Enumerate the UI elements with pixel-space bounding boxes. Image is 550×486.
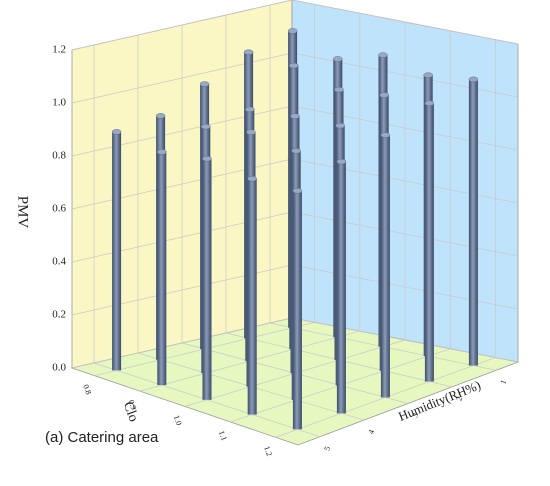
bar-cap <box>201 123 211 130</box>
bar-cap <box>424 100 435 107</box>
z-tick-label: 1.2 <box>52 44 66 56</box>
bar-cap <box>335 122 345 129</box>
bar <box>380 135 390 398</box>
z-tick-label: 0.2 <box>52 309 66 321</box>
bar-cap <box>287 28 298 34</box>
bar-cap <box>290 113 300 119</box>
bar-cap <box>199 81 210 87</box>
bar-cap <box>111 129 122 135</box>
bar <box>112 131 122 371</box>
bar <box>336 161 346 414</box>
bar <box>292 190 302 430</box>
z-tick-label: 1.0 <box>52 97 66 109</box>
bar <box>157 151 167 386</box>
bar-cap <box>379 92 389 98</box>
y-tick-label: 1 <box>498 379 508 386</box>
z-axis-label: PMV <box>15 196 31 229</box>
grid-line <box>93 362 321 438</box>
bar <box>202 158 212 400</box>
y-tick-label: 3 <box>410 412 420 419</box>
z-tick-label: 0.8 <box>52 150 66 162</box>
bar-cap <box>155 113 166 119</box>
bar <box>247 178 257 415</box>
bar-cap <box>334 86 344 93</box>
bar-cap <box>380 132 391 138</box>
bar-cap <box>423 72 433 78</box>
bar-cap <box>289 62 299 69</box>
y-tick-label: 2 <box>454 395 464 402</box>
bar-cap <box>292 188 303 194</box>
bar <box>424 103 434 382</box>
x-tick-label: 1.0 <box>172 414 184 426</box>
bar-cap <box>243 49 254 55</box>
bar-cap <box>245 106 255 113</box>
marks <box>111 28 479 430</box>
y-tick-label: 4 <box>366 428 376 435</box>
x-tick-label: 0.8 <box>81 383 93 395</box>
bar-cap <box>291 148 301 154</box>
bar-cap <box>247 175 257 182</box>
caption: (a) Catering area <box>45 429 159 446</box>
z-tick-label: 0.0 <box>52 362 66 374</box>
bar-cap <box>333 56 343 62</box>
z-tick-label: 0.4 <box>52 256 66 268</box>
bar-cap <box>202 155 212 162</box>
z-tick-label: 0.6 <box>52 203 66 215</box>
bar-cap <box>157 149 167 155</box>
bar-cap <box>378 52 388 58</box>
bar-cap <box>468 76 479 83</box>
bar-cap <box>246 129 256 135</box>
bar-cap <box>336 158 347 165</box>
x-tick-label: 1.2 <box>262 445 274 457</box>
y-tick-label: 5 <box>322 445 332 452</box>
x-axis-label: Clo <box>120 400 141 424</box>
x-tick-label: 1.1 <box>217 429 229 441</box>
bar <box>468 79 478 366</box>
x-tick-label: 0.9 <box>126 399 138 411</box>
